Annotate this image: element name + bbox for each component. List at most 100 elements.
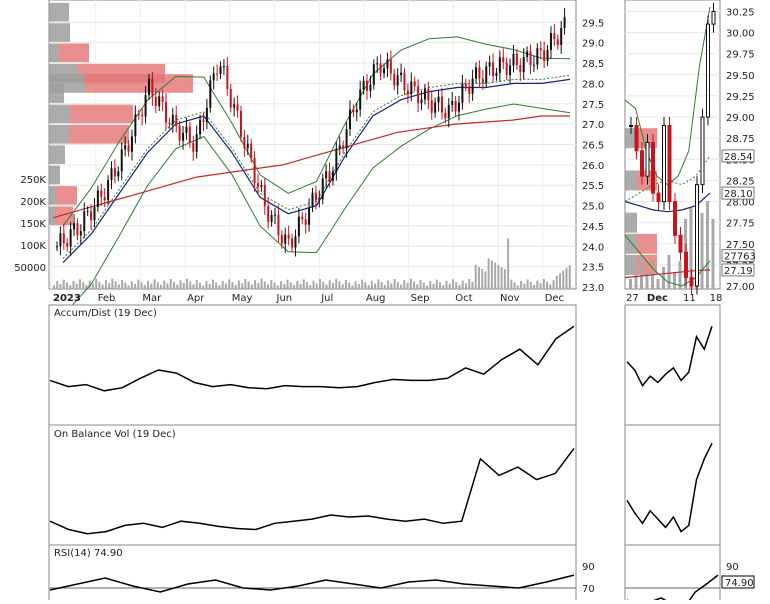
date-tick-label: Mar	[142, 293, 162, 304]
candle-body	[481, 78, 484, 83]
volume-bar	[474, 264, 477, 289]
candle-body	[451, 101, 454, 105]
volume-bar	[539, 283, 542, 289]
candle-body	[556, 39, 559, 45]
volume-bar	[500, 267, 503, 289]
volume-bar	[354, 281, 357, 289]
zoom-value-badge-bg	[721, 249, 755, 263]
volume-bar	[241, 283, 244, 289]
volume-bar	[286, 279, 289, 289]
zoom-price-tick-label: 29.00	[726, 113, 755, 124]
date-tick-label: Feb	[98, 293, 116, 304]
candle-body	[182, 132, 185, 141]
volume-bar	[69, 285, 72, 289]
main-price-panel: 29.5 29.0 28.5 28.0 27.5 27.0 26.5 26.0 25.5 25.0…	[14, 0, 604, 316]
volume-bar	[302, 279, 305, 289]
volume-bar	[234, 284, 237, 289]
candle-body	[376, 63, 379, 65]
candle-body	[130, 136, 133, 152]
volume-bar	[221, 280, 224, 289]
zoom-value-badge-bg	[721, 263, 755, 277]
volume-bar	[137, 279, 140, 289]
zoom-candle-body	[700, 116, 705, 186]
candle-body	[229, 88, 232, 108]
price-tick-label: 27.5	[582, 100, 604, 111]
volume-bar	[198, 282, 201, 289]
volume-bar	[173, 281, 176, 289]
zoom-price-tick-label: 27.00	[726, 282, 755, 293]
zoom-candle-body	[711, 10, 716, 25]
candle-body	[120, 149, 123, 172]
volume-bar	[166, 283, 169, 289]
zoom-price-candles	[629, 3, 716, 295]
zoom-value-badge-bg	[721, 149, 755, 163]
volume-bar	[111, 278, 114, 289]
volume-bar	[95, 279, 98, 289]
candle-body	[124, 145, 127, 150]
volume-bar	[182, 283, 185, 289]
volume-bar	[393, 279, 396, 289]
volume-bar	[289, 282, 292, 289]
price-candles	[56, 8, 566, 257]
candle-body	[195, 134, 198, 152]
volume-tick-label: 100K	[20, 241, 46, 252]
volume-tick-label: 200K	[20, 197, 46, 208]
volume-bar	[160, 284, 163, 289]
volume-bar	[361, 279, 364, 289]
volume-bar	[299, 283, 302, 289]
candle-body	[59, 233, 62, 247]
candle-body	[270, 214, 273, 222]
volume-bar	[114, 281, 117, 289]
volume-bar	[250, 284, 253, 289]
candle-body	[141, 114, 144, 117]
accum-dist-panel: Accum/Dist (19 Dec)	[48, 304, 721, 426]
candle-body	[522, 57, 525, 73]
volume-bar	[439, 282, 442, 289]
candle-body	[325, 171, 328, 179]
obv-panel: On Balance Vol (19 Dec)	[48, 424, 721, 546]
volume-bar	[396, 281, 399, 289]
zoom-volume-bar	[673, 273, 676, 289]
accum-dist-zoom-frame	[624, 304, 721, 426]
candle-body	[62, 233, 65, 243]
volume-bar	[510, 279, 513, 289]
volume-bars	[53, 238, 571, 289]
candle-body	[348, 109, 351, 130]
candle-body	[396, 75, 399, 86]
volume-bar	[260, 278, 263, 289]
candle-body	[137, 114, 140, 116]
candle-body	[434, 102, 437, 113]
candle-body	[383, 68, 386, 74]
rsi-label-90: 90	[582, 562, 595, 573]
volume-by-price-bar	[49, 186, 56, 205]
candle-body	[488, 62, 491, 67]
volume-by-price-bar	[49, 104, 70, 124]
candle-body	[314, 192, 317, 201]
volume-by-price-bar	[70, 104, 133, 124]
volume-bar	[562, 270, 565, 289]
date-tick-label: Jun	[276, 293, 293, 304]
volume-bar	[370, 280, 373, 289]
volume-bar	[208, 283, 211, 289]
volume-bar	[143, 285, 146, 289]
zoom-candle-body	[645, 141, 650, 177]
candle-body	[188, 126, 191, 143]
candle-body	[277, 214, 280, 236]
volume-bar	[555, 275, 558, 289]
candle-body	[457, 102, 460, 112]
volume-bar	[280, 281, 283, 289]
moving-average-lines	[52, 78, 571, 264]
candle-body	[519, 65, 522, 73]
price-tick-label: 23.5	[582, 263, 604, 274]
candle-body	[318, 199, 321, 201]
volume-bar	[296, 280, 299, 289]
volume-bar	[218, 285, 221, 289]
candle-body	[563, 17, 566, 28]
candle-body	[297, 216, 300, 237]
price-tick-label: 25.0	[582, 202, 604, 213]
price-tick-label: 29.5	[582, 18, 604, 29]
date-axis-labels: 2023 Feb Mar Apr May Jun Jul Aug Sep Oct Nov Dec	[53, 293, 564, 304]
zoom-candle-body	[684, 251, 688, 279]
price-tick-label: 29.0	[582, 39, 604, 50]
